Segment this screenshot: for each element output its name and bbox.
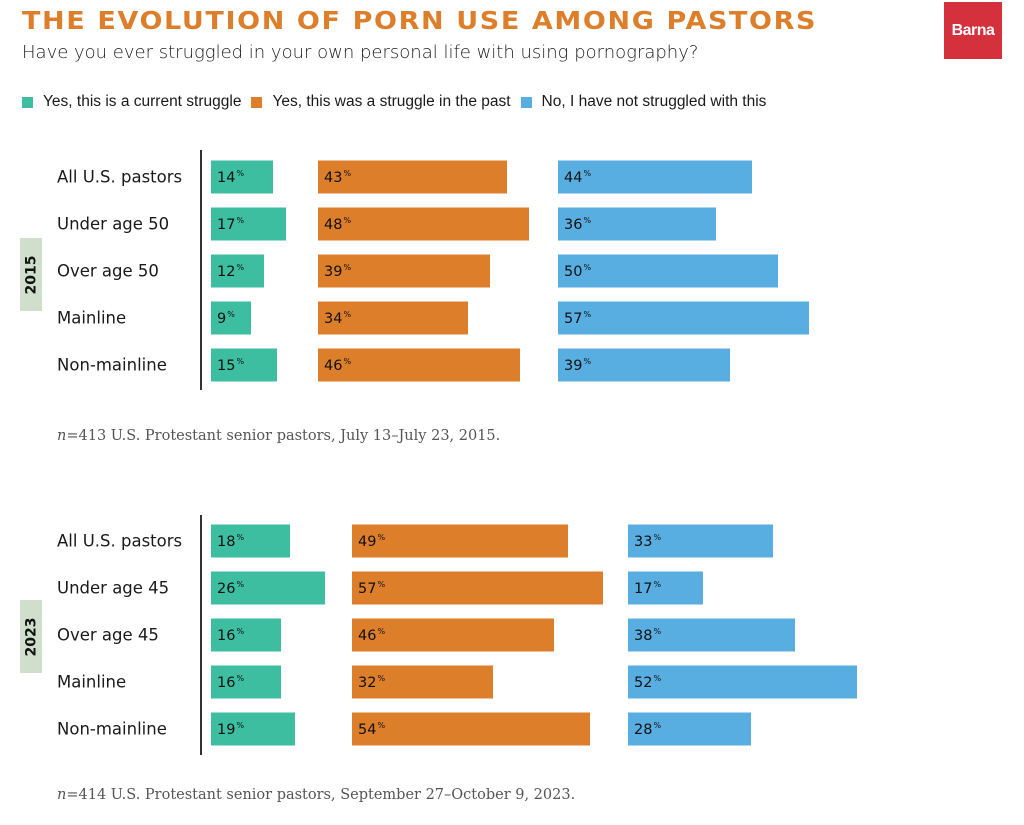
bar: 16% [211,618,281,652]
category-label: All U.S. pastors [57,167,183,187]
bar-value-label: 17% [217,215,245,233]
bar-value-label: 57% [358,579,386,597]
bar-value-label: 39% [564,356,592,374]
legend-item-past: Yes, this was a struggle in the past [251,93,511,111]
bar-value-label: 46% [324,356,352,374]
category-label: Non-mainline [57,355,167,375]
bar: 46% [352,618,554,652]
year-tab-2023: 2023 [20,600,42,673]
bar-value-label: 26% [217,579,245,597]
bar-value-label: 54% [358,720,386,738]
category-label: Mainline [57,308,127,328]
bar: 16% [211,665,281,699]
chart-subtitle: Have you ever struggled in your own pers… [22,42,699,63]
square-swatch-icon [22,96,33,108]
bar-value-label: 28% [634,720,662,738]
square-swatch-icon [251,96,263,108]
bar-value-label: 44% [564,168,592,186]
bar: 57% [558,301,809,335]
bar: 34% [318,301,468,335]
category-label: Under age 45 [57,578,170,598]
bar-value-label: 39% [324,262,352,280]
legend: Yes, this is a current struggle Yes, thi… [22,93,776,111]
category-label: Mainline [57,672,127,692]
bar: 17% [628,571,703,605]
bar-value-label: 57% [564,309,592,327]
bar-value-label: 18% [217,532,245,550]
bar-value-label: 48% [324,215,352,233]
bar: 44% [558,160,752,194]
bar-value-label: 17% [634,579,662,597]
axis-line [200,150,202,390]
chart-title: THE EVOLUTION OF PORN USE AMONG PASTORS [22,6,818,35]
bar: 54% [352,712,590,746]
bar-value-label: 16% [217,626,245,644]
bar-value-label: 9% [217,309,235,327]
bar: 38% [628,618,795,652]
bar: 14% [211,160,273,194]
category-label: All U.S. pastors [57,531,183,551]
bar: 43% [318,160,507,194]
bar-value-label: 14% [217,168,245,186]
legend-item-never: No, I have not struggled with this [520,93,767,111]
bar: 50% [558,254,778,288]
bar-value-label: 38% [634,626,662,644]
bar-value-label: 32% [358,673,386,691]
bar: 52% [628,665,857,699]
year-label: 2023 [23,617,39,656]
year-label: 2015 [23,255,39,294]
bar: 49% [352,524,568,558]
barna-logo: Barna [944,2,1002,59]
year-tab-2015: 2015 [20,238,42,311]
bar: 36% [558,207,716,241]
bar: 28% [628,712,751,746]
category-label: Non-mainline [57,719,167,739]
bar: 17% [211,207,286,241]
bar-value-label: 12% [217,262,245,280]
category-label: Under age 50 [57,214,170,234]
bar: 39% [318,254,490,288]
bar-value-label: 34% [324,309,352,327]
bar-value-label: 43% [324,168,352,186]
legend-item-current: Yes, this is a current struggle [22,93,241,111]
square-swatch-icon [520,96,532,108]
sample-note: n=414 U.S. Protestant senior pastors, Se… [57,787,576,803]
bar-value-label: 15% [217,356,245,374]
bar: 33% [628,524,773,558]
bar: 39% [558,348,730,382]
bar: 48% [318,207,529,241]
legend-label: No, I have not struggled with this [541,93,767,110]
bar: 32% [352,665,493,699]
bar: 19% [211,712,295,746]
bar: 9% [211,301,251,335]
bar-value-label: 50% [564,262,592,280]
legend-label: Yes, this is a current struggle [43,93,242,110]
bar: 46% [318,348,520,382]
bar-value-label: 36% [564,215,592,233]
bar: 12% [211,254,264,288]
bar: 26% [211,571,325,605]
bar-value-label: 33% [634,532,662,550]
bar-value-label: 19% [217,720,245,738]
axis-line [200,515,202,755]
bar-value-label: 16% [217,673,245,691]
category-label: Over age 45 [57,625,159,645]
bar: 18% [211,524,290,558]
bar: 57% [352,571,603,605]
legend-label: Yes, this was a struggle in the past [272,93,511,110]
sample-note: n=413 U.S. Protestant senior pastors, Ju… [57,428,501,444]
bar-value-label: 49% [358,532,386,550]
bar: 15% [211,348,277,382]
category-label: Over age 50 [57,261,159,281]
bar-value-label: 52% [634,673,662,691]
bar-value-label: 46% [358,626,386,644]
